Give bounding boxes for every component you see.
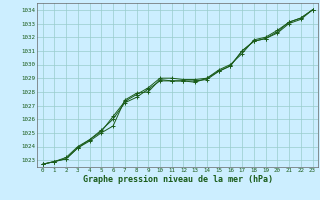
X-axis label: Graphe pression niveau de la mer (hPa): Graphe pression niveau de la mer (hPa) — [83, 175, 273, 184]
